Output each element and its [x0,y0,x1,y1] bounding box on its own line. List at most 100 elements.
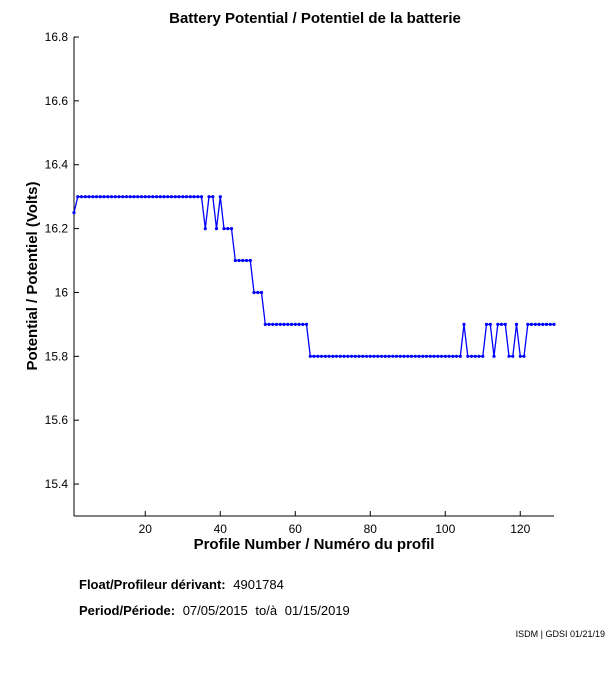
data-point [319,354,324,358]
data-point [121,195,125,199]
data-point [376,354,380,358]
data-point [109,195,114,199]
data-point [436,354,440,358]
data-point [406,354,410,358]
data-point [211,195,215,199]
data-point [469,354,474,358]
data-point [346,354,350,358]
data-point [79,195,84,199]
data-point [154,195,159,199]
data-point [252,290,256,295]
y-tick-label: 16.2 [45,222,69,236]
data-point [398,354,402,358]
data-point [87,195,91,199]
data-point [484,322,489,326]
data-point [402,354,406,358]
data-point [537,322,541,326]
x-tick-label: 40 [214,522,228,536]
data-point [184,195,189,199]
data-point [267,322,271,326]
data-point [331,354,335,358]
data-point [477,354,481,358]
data-point [383,354,387,358]
data-point [379,354,384,358]
data-point [361,354,365,358]
data-point [278,322,282,326]
y-tick-label: 16 [55,285,69,299]
data-point [499,322,504,326]
data-point [139,195,144,199]
float-label: Float/Profileur dérivant: [79,577,226,592]
data-point [248,258,252,263]
data-point [293,322,297,326]
data-point [83,195,87,199]
x-tick-label: 60 [289,522,303,536]
period-end: 01/15/2019 [284,603,350,618]
data-point [207,195,211,199]
data-point [492,354,496,358]
x-tick-label: 100 [435,522,455,536]
data-point [368,354,372,358]
data-point [214,227,219,231]
data-point [113,195,117,199]
float-value: 4901784 [233,577,284,592]
data-point [289,322,294,326]
data-point [124,195,129,199]
data-point [226,227,230,231]
data-point [518,354,522,358]
data-point [169,195,174,199]
data-point [503,322,507,326]
float-info: Float/Profileur dérivant: 4901784 [79,577,284,592]
data-point [327,354,331,358]
data-point [297,322,301,326]
data-point [188,195,192,199]
data-point [192,195,196,199]
data-point [136,195,140,199]
x-tick-label: 80 [364,522,378,536]
data-point [128,195,132,199]
y-tick-label: 16.6 [45,94,69,108]
data-point [282,322,286,326]
data-point [151,195,155,199]
y-tick-label: 16.8 [45,30,69,44]
data-point [417,354,421,358]
data-point [364,354,369,358]
data-point [496,322,500,326]
y-tick-label: 15.4 [45,477,69,491]
data-point [106,195,110,199]
data-point [338,354,342,358]
data-point [443,354,447,358]
data-point [274,322,279,326]
data-point [177,195,181,199]
period-info: Period/Période: 07/05/2015 to/à 01/15/20… [79,603,350,618]
y-axis-label: Potential / Potentiel (Volts) [24,182,41,371]
data-point [323,354,327,358]
data-point [473,354,477,358]
data-point [413,354,417,358]
data-point [421,354,425,358]
data-point [451,354,455,358]
y-tick-label: 16.4 [45,158,69,172]
data-point [72,211,76,215]
data-point [162,195,166,199]
data-point [529,322,534,326]
data-point [507,354,511,358]
data-point [233,258,237,263]
series-line [73,196,554,357]
data-point [391,354,395,358]
plot-area: 20 40 60 80 100 120 15.4 15.6 15.8 16 16.2 16.4 16.6… [45,30,556,536]
x-tick-label: 120 [510,522,530,536]
data-point [552,322,556,326]
data-point [409,354,414,358]
data-point [203,227,207,231]
data-point [102,195,106,199]
data-point [132,195,136,199]
data-point [526,322,530,326]
data-point [241,258,245,263]
data-point [173,195,177,199]
data-point [458,354,462,358]
period-separator: to/à [255,603,278,618]
data-point [387,354,391,358]
period-label: Period/Période: [79,603,176,618]
x-axis-label: Profile Number / Numéro du profil [194,536,435,553]
